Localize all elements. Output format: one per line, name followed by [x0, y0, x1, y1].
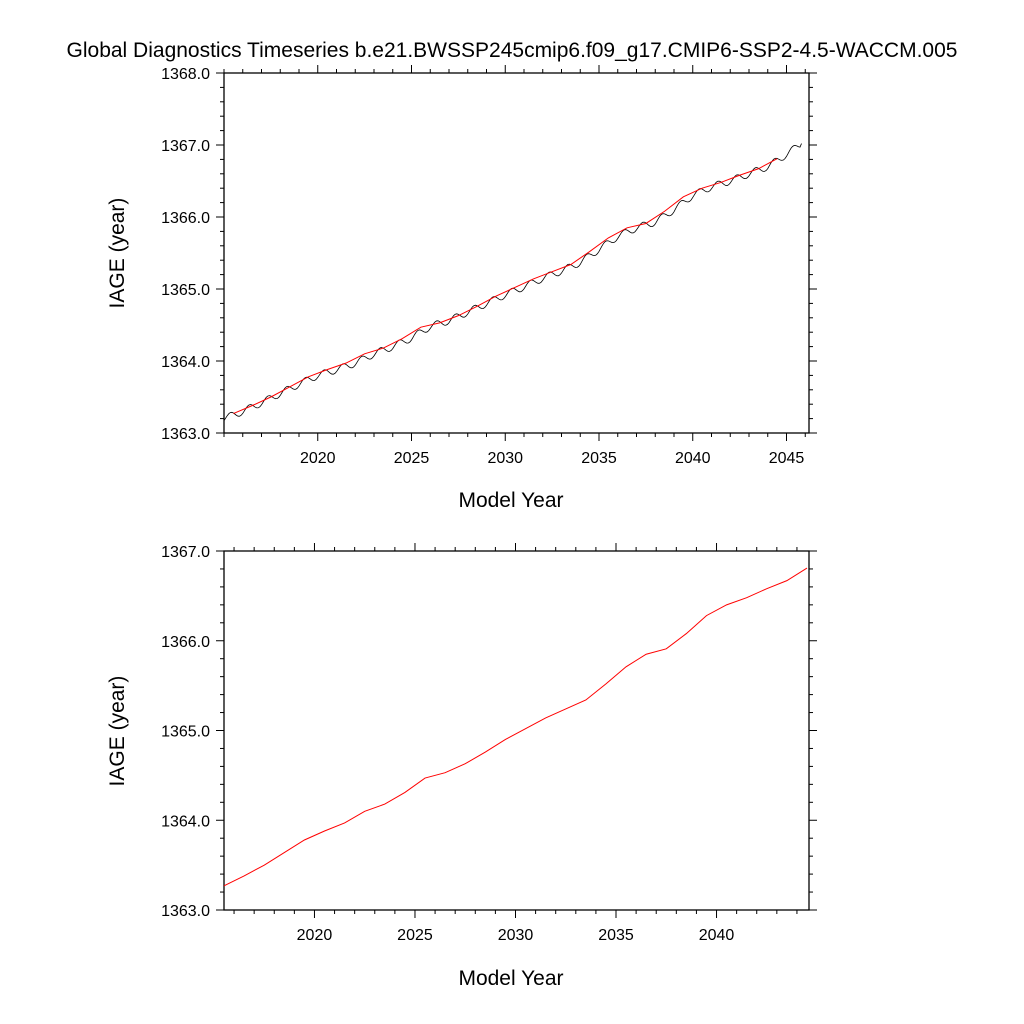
monthly-series-line: [223, 143, 802, 421]
top-chart: 2020 2025 2030 2035 2040 2045 1363.0 1364.0 1365…: [106, 65, 817, 512]
top-x-axis-title: Model Year: [458, 489, 563, 512]
y-tick-label: 1366.0: [161, 210, 210, 227]
top-series: [223, 143, 802, 421]
top-y-axis-title: IAGE (year): [106, 198, 129, 309]
y-tick-label: 1367.0: [161, 544, 210, 561]
y-tick-label: 1368.0: [161, 66, 210, 83]
y-tick-label: 1363.0: [161, 426, 210, 443]
top-ticks: [216, 65, 817, 441]
bottom-y-axis-title: IAGE (year): [106, 676, 129, 787]
x-tick-label: 2040: [675, 450, 711, 467]
y-tick-label: 1367.0: [161, 138, 210, 155]
x-tick-label: 2045: [769, 450, 805, 467]
x-tick-label: 2025: [397, 927, 433, 944]
y-tick-label: 1364.0: [161, 813, 210, 830]
bottom-ticks: [216, 543, 817, 918]
y-tick-label: 1365.0: [161, 282, 210, 299]
y-tick-label: 1366.0: [161, 634, 210, 651]
top-tick-labels: 2020 2025 2030 2035 2040 2045 1363.0 1364.0 1365…: [161, 66, 804, 467]
annual-mean-line: [223, 567, 808, 887]
y-tick-label: 1365.0: [161, 724, 210, 741]
x-tick-label: 2035: [598, 927, 634, 944]
bottom-plot-frame: [223, 550, 810, 911]
y-tick-label: 1363.0: [161, 903, 210, 920]
annual-mean-line: [233, 158, 778, 415]
bottom-chart: 2020 2025 2030 2035 2040 1363.0 1364.0 1365.0 13…: [106, 543, 817, 990]
y-tick-label: 1364.0: [161, 354, 210, 371]
x-tick-label: 2035: [581, 450, 617, 467]
x-tick-label: 2020: [300, 450, 336, 467]
x-tick-label: 2020: [297, 927, 333, 944]
top-plot-frame: [223, 72, 810, 434]
bottom-x-axis-title: Model Year: [458, 967, 563, 990]
x-tick-label: 2025: [394, 450, 430, 467]
figure-title: Global Diagnostics Timeseries b.e21.BWSS…: [67, 39, 958, 62]
x-tick-label: 2030: [498, 927, 534, 944]
x-tick-label: 2030: [487, 450, 523, 467]
bottom-tick-labels: 2020 2025 2030 2035 2040 1363.0 1364.0 1365.0 13…: [161, 544, 734, 944]
bottom-series: [223, 567, 808, 887]
x-tick-label: 2040: [699, 927, 735, 944]
